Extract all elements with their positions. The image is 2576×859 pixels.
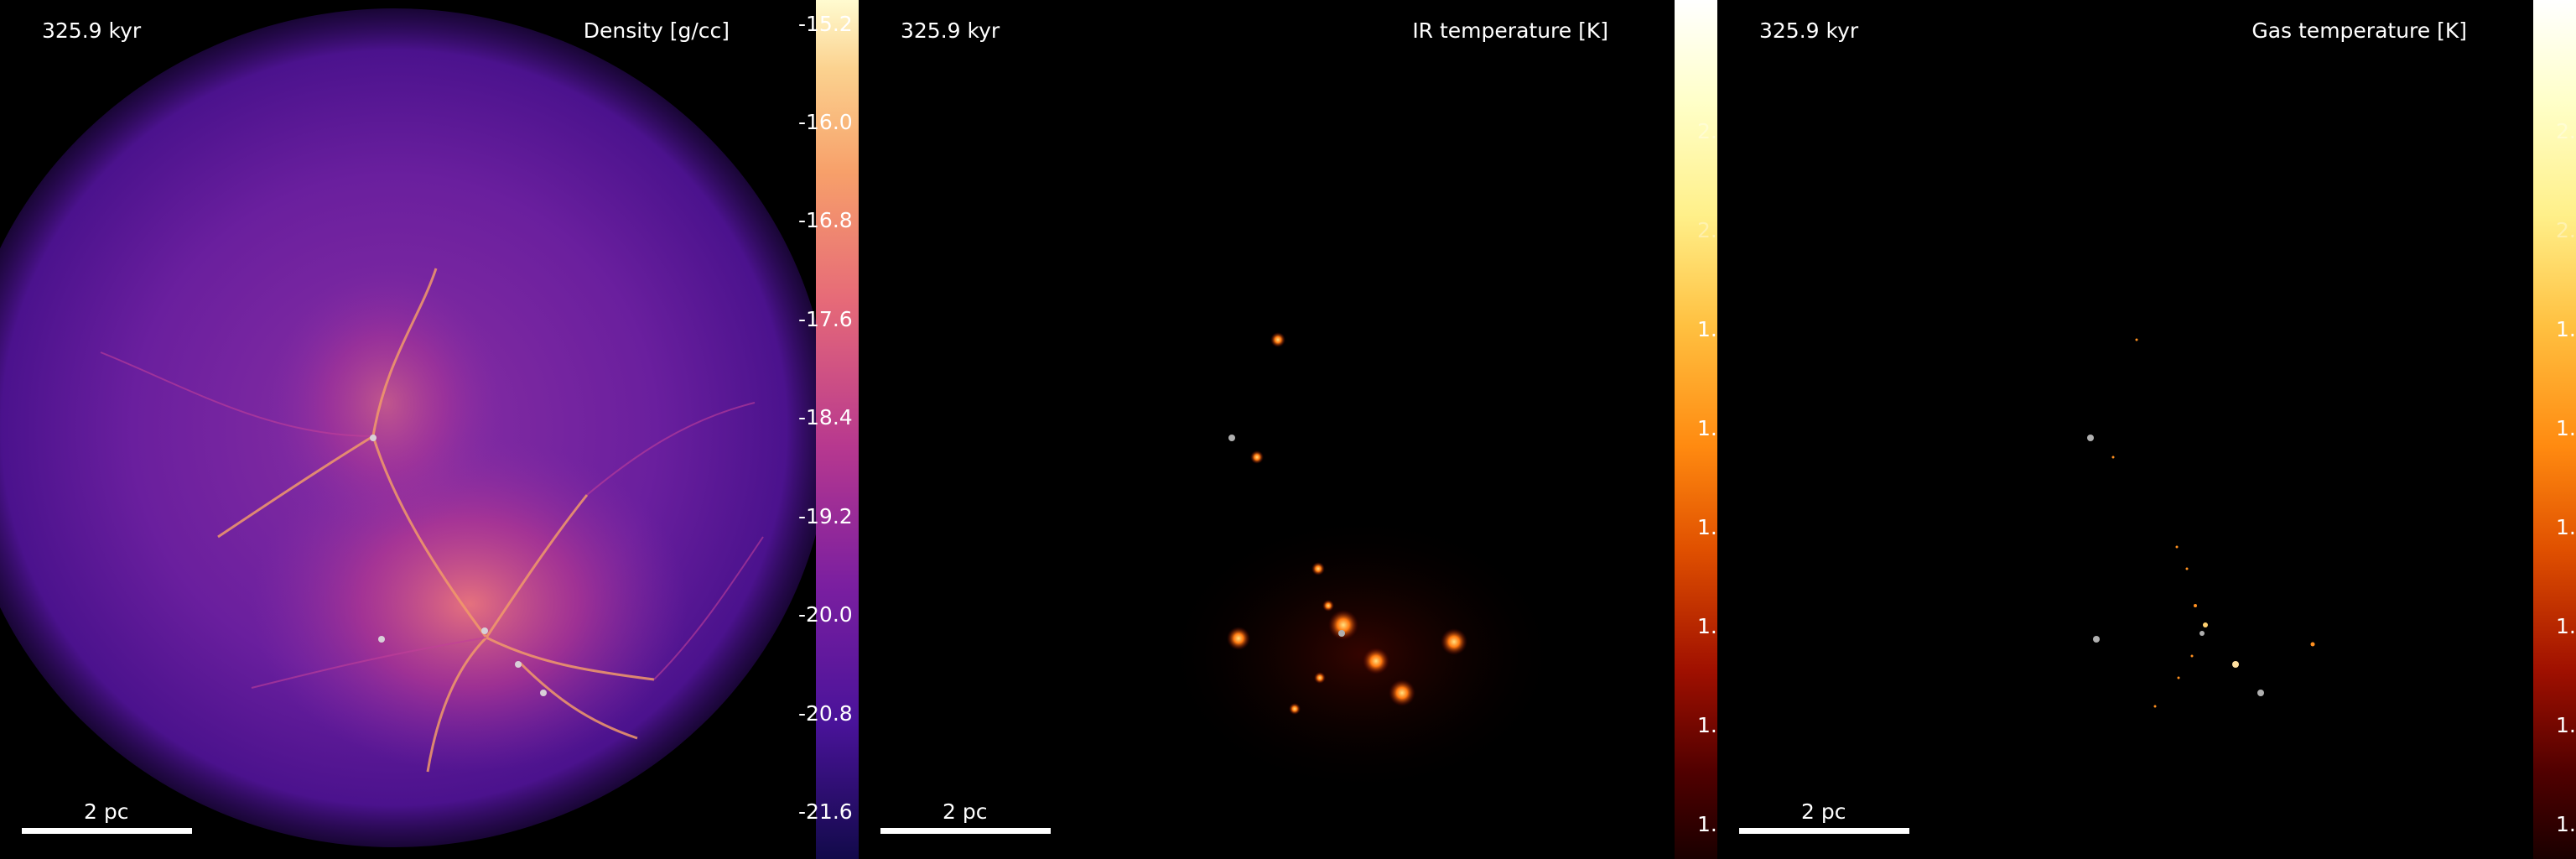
colorbar-tick-label: -19.2 — [798, 504, 853, 528]
time-label: 325.9 kyr — [42, 18, 141, 43]
scale-bar-label: 2 pc — [84, 799, 128, 824]
colorbar-tick-label: -16.8 — [798, 208, 853, 232]
colorbar-tick-label: 1.2 — [1697, 713, 1717, 737]
ir-temperature-panel: 325.9 kyr IR temperature [K] 2 pc 2.1 2.0… — [859, 0, 1717, 859]
colorbar-tick-label: 1.4 — [2556, 614, 2576, 638]
density-panel: 325.9 kyr Density [g/cc] 2 pc -15.2 -16.0… — [0, 0, 859, 859]
time-label: 325.9 kyr — [1759, 18, 1858, 43]
gas-temperature-panel: 325.9 kyr Gas temperature [K] 2 pc 2.1 2.… — [1717, 0, 2576, 859]
colorbar-tick-label: 1.2 — [2556, 713, 2576, 737]
scale-bar-label: 2 pc — [943, 799, 987, 824]
scale-bar-label: 2 pc — [1801, 799, 1846, 824]
colorbar-tick-label: 1.5 — [2556, 515, 2576, 539]
colorbar-tick-label: -20.0 — [798, 602, 853, 627]
colorbar-tick-label: 1.5 — [1697, 515, 1717, 539]
colorbar-tick-label: 1.7 — [1697, 416, 1717, 440]
colorbar-tick-label: 2.0 — [1697, 218, 1717, 242]
colorbar-tick-label: 2.1 — [1697, 119, 1717, 143]
colorbar-tick-label: 1.1 — [2556, 812, 2576, 836]
ir-temperature-map-image — [859, 0, 1676, 859]
colorbar-tick-label: 1.1 — [1697, 812, 1717, 836]
quantity-title: Gas temperature [K] — [2251, 18, 2467, 43]
scale-bar — [880, 828, 1051, 834]
colorbar-tick-label: 2.0 — [2556, 218, 2576, 242]
scale-bar — [1739, 828, 1909, 834]
gas-temperature-map-image — [1717, 0, 2535, 859]
density-map-image — [0, 0, 818, 859]
colorbar-tick-label: -18.4 — [798, 405, 853, 430]
colorbar-tick-label: -17.6 — [798, 307, 853, 331]
colorbar-tick-label: -16.0 — [798, 110, 853, 134]
colorbar-tick-label: -21.6 — [798, 799, 853, 824]
quantity-title: Density [g/cc] — [584, 18, 730, 43]
quantity-title: IR temperature [K] — [1412, 18, 1608, 43]
colorbar-tick-label: 1.7 — [2556, 416, 2576, 440]
colorbar-tick-label: 1.8 — [1697, 317, 1717, 341]
time-label: 325.9 kyr — [901, 18, 1000, 43]
colorbar-tick-label: 2.1 — [2556, 119, 2576, 143]
colorbar-tick-label: 1.8 — [2556, 317, 2576, 341]
colorbar-tick-label: -20.8 — [798, 701, 853, 726]
colorbar-tick-label: 1.4 — [1697, 614, 1717, 638]
colorbar-tick-label: -15.2 — [798, 12, 853, 36]
scale-bar — [22, 828, 192, 834]
